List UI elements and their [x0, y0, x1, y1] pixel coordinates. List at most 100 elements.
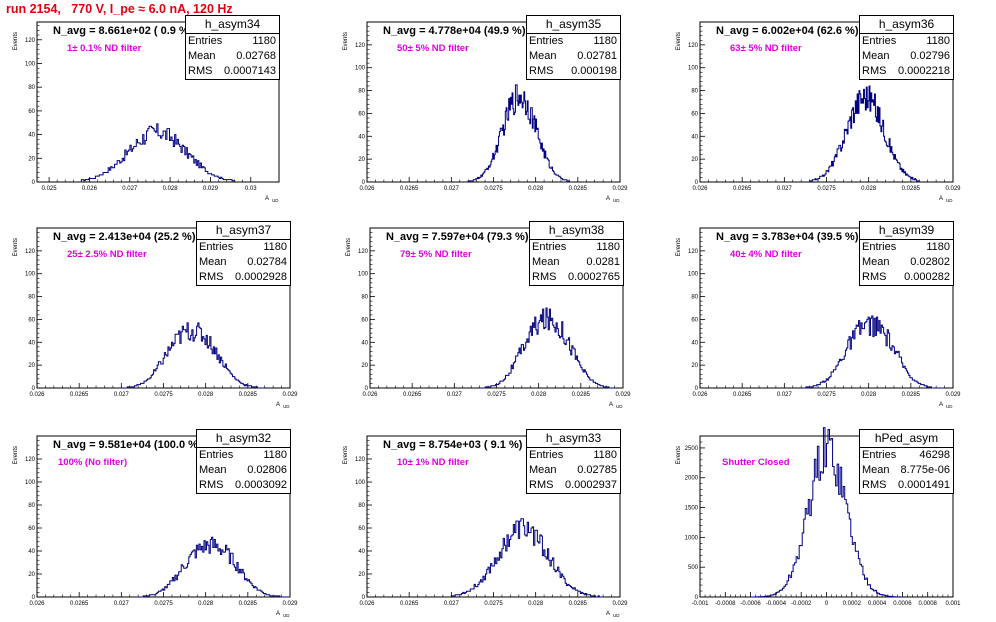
- x-tick-label: 0.029: [282, 392, 298, 398]
- x-tick-label: -0.0002: [791, 601, 812, 607]
- y-tick-label: 0: [32, 595, 36, 601]
- x-tick-label: 0.03: [245, 186, 257, 192]
- y-tick-label: 60: [358, 526, 365, 532]
- stats-value: 0.0002218: [898, 65, 950, 77]
- y-tick-label: 120: [25, 457, 36, 463]
- stats-key: Entries: [862, 449, 897, 461]
- stats-title: h_asym34: [186, 16, 279, 34]
- x-tick-label: 0.028: [528, 601, 544, 607]
- y-axis-label: Events: [13, 446, 19, 464]
- n-avg-label: N_avg = 7.597e+04 (79.3 %): [386, 231, 529, 243]
- x-tick-label: 0.0265: [733, 392, 752, 398]
- filter-label: Shutter Closed: [722, 457, 790, 468]
- stats-key: RMS: [199, 271, 224, 283]
- y-axis-label: Events: [13, 32, 19, 50]
- stats-value: 0.02806: [247, 464, 287, 476]
- y-axis-label: Events: [676, 238, 682, 256]
- y-tick-label: 120: [688, 249, 699, 255]
- y-tick-label: 60: [28, 109, 35, 115]
- y-tick-label: 120: [688, 43, 699, 49]
- x-tick-label: 0.0265: [403, 392, 422, 398]
- stats-key: Mean: [862, 464, 890, 476]
- y-tick-label: 60: [691, 111, 698, 117]
- y-tick-label: 20: [358, 157, 365, 163]
- y-tick-label: 0: [362, 595, 366, 601]
- stats-key: Mean: [188, 50, 216, 62]
- y-tick-label: 1500: [685, 506, 699, 512]
- stats-row-mean: Mean 0.02768: [186, 49, 279, 64]
- x-tick-label: 0.028: [528, 186, 544, 192]
- y-tick-label: 40: [361, 340, 368, 346]
- filter-label: 40± 4% ND filter: [730, 249, 802, 260]
- stats-value: 0.02781: [577, 50, 617, 62]
- x-tick-label: 0.027: [777, 186, 793, 192]
- stats-row-rms: RMS 0.0001491: [860, 478, 953, 493]
- y-axis-label: Events: [346, 238, 352, 256]
- y-axis-label: Events: [343, 32, 349, 50]
- x-tick-label: 0.0275: [817, 186, 836, 192]
- histogram-outline: [479, 307, 615, 389]
- stats-value: 0.02784: [247, 256, 287, 268]
- x-tick-label: 0.028: [531, 392, 547, 398]
- y-tick-label: 0: [695, 386, 699, 392]
- x-axis-label: A UD: [606, 196, 620, 203]
- y-tick-label: 40: [691, 134, 698, 140]
- stats-row-entries: Entries 1180: [860, 240, 953, 255]
- y-tick-label: 80: [358, 89, 365, 95]
- stats-key: Mean: [199, 256, 227, 268]
- stats-box: h_asym33 Entries 1180 Mean 0.02785 RMS 0.00029…: [526, 429, 621, 494]
- stats-value: 0.0007143: [224, 65, 276, 77]
- x-tick-label: 0.0285: [902, 186, 921, 192]
- y-tick-label: 80: [691, 89, 698, 95]
- n-avg-label: N_avg = 8.754e+03 ( 9.1 %): [383, 439, 523, 451]
- x-tick-label: 0.028: [163, 186, 179, 192]
- y-tick-label: 100: [358, 272, 369, 278]
- n-avg-label: N_avg = 3.783e+04 (39.5 %): [716, 231, 859, 243]
- run-title: run 2154, 770 V, I_pe ≈ 6.0 nA, 120 Hz: [6, 2, 233, 16]
- y-tick-label: 120: [25, 38, 36, 44]
- stats-title: h_asym39: [860, 222, 953, 240]
- x-tick-label: 0.029: [282, 601, 298, 607]
- x-axis-label: A UD: [609, 402, 623, 409]
- y-tick-label: 80: [691, 295, 698, 301]
- stats-title: h_asym36: [860, 16, 953, 34]
- y-tick-label: 40: [28, 340, 35, 346]
- y-tick-label: 2000: [685, 476, 699, 482]
- x-tick-label: 0: [825, 601, 829, 607]
- histogram-outline: [467, 84, 570, 182]
- x-tick-label: 0.027: [122, 186, 138, 192]
- x-tick-label: 0.026: [692, 392, 708, 398]
- x-tick-label: 0.029: [612, 186, 628, 192]
- x-tick-label: 0.0285: [569, 186, 588, 192]
- x-tick-label: 0.001: [945, 601, 961, 607]
- stats-box: h_asym34 Entries 1180 Mean 0.02768 RMS 0.00071…: [185, 15, 280, 80]
- stats-row-rms: RMS 0.0002765: [530, 270, 623, 285]
- stats-row-rms: RMS 0.0003092: [197, 478, 290, 493]
- stats-value: 46298: [919, 449, 950, 461]
- stats-key: Mean: [862, 50, 890, 62]
- x-tick-label: 0.0265: [400, 186, 419, 192]
- stats-row-entries: Entries 1180: [197, 448, 290, 463]
- stats-key: Entries: [529, 35, 564, 47]
- x-axis-label: A UD: [276, 402, 290, 409]
- y-tick-label: 0: [695, 595, 699, 601]
- stats-value: 0.02802: [910, 256, 950, 268]
- stats-value: 0.0002765: [568, 271, 620, 283]
- stats-value: 0.02785: [577, 464, 617, 476]
- y-tick-label: 80: [361, 295, 368, 301]
- y-tick-label: 80: [28, 295, 35, 301]
- y-tick-label: 20: [28, 363, 35, 369]
- x-axis-label: A UD: [276, 611, 290, 618]
- x-tick-label: -0.0008: [715, 601, 736, 607]
- stats-title: h_asym38: [530, 222, 623, 240]
- stats-value: 0.000198: [571, 65, 617, 77]
- stats-row-entries: Entries 1180: [530, 240, 623, 255]
- stats-box: h_asym36 Entries 1180 Mean 0.02796 RMS 0.00022…: [859, 15, 954, 80]
- x-tick-label: 0.0265: [733, 186, 752, 192]
- y-tick-label: 120: [355, 457, 366, 463]
- filter-label: 50± 5% ND filter: [397, 43, 469, 54]
